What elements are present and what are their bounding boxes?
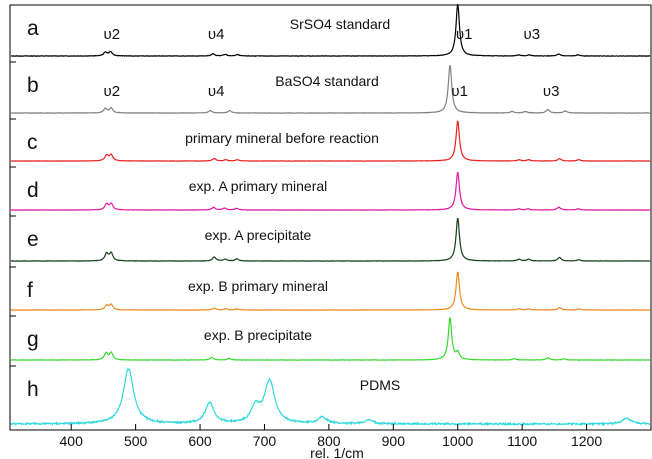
panel-letter-a: a [27, 17, 39, 40]
x-tick-label-500: 500 [124, 433, 148, 449]
spectra-panels: a SrSO4 standard υ2 υ4 υ1 υ3 b BaSO4 standard υ2… [10, 3, 651, 427]
plot-frame [9, 4, 652, 431]
x-tick-label-1100: 1100 [507, 433, 537, 449]
peak-label-b-3: υ3 [543, 83, 560, 100]
spectrum-line-a [10, 3, 651, 57]
series-name-e: exp. A precipitate [205, 227, 312, 243]
spectrum-panel-h: h PDMS [10, 365, 651, 427]
x-tick-label-700: 700 [253, 433, 277, 449]
spectrum-line-e [10, 217, 651, 262]
peak-label-a-2: υ1 [456, 26, 473, 43]
x-tick-label-600: 600 [188, 433, 212, 449]
spectrum-line-b [10, 64, 651, 114]
spectrum-line-f [10, 271, 651, 311]
panel-letter-c: c [27, 131, 38, 154]
spectrum-line-h [10, 367, 651, 427]
spectrum-panel-c: c primary mineral before reaction [10, 118, 651, 162]
plot-area [9, 4, 652, 431]
x-tick-label-1200: 1200 [571, 433, 602, 449]
peak-label-b-1: υ4 [208, 83, 225, 100]
x-tick-label-900: 900 [382, 433, 406, 449]
series-name-a: SrSO4 standard [290, 16, 390, 32]
spectrum-panel-f: f exp. B primary mineral [10, 266, 651, 311]
series-name-g: exp. B precipitate [204, 327, 312, 343]
spectrum-panel-a: a SrSO4 standard υ2 υ4 υ1 υ3 [10, 3, 651, 57]
series-name-b: BaSO4 standard [275, 73, 379, 89]
panel-letter-g: g [27, 328, 39, 351]
spectrum-line-c [10, 120, 651, 162]
x-axis-label: rel. 1/cm [310, 445, 364, 459]
peak-label-b-2: υ1 [451, 83, 468, 100]
x-tick-label-400: 400 [60, 433, 84, 449]
panel-letter-b: b [27, 74, 39, 97]
series-name-h: PDMS [360, 377, 400, 393]
peak-label-a-3: υ3 [524, 26, 541, 43]
spectrum-panel-e: e exp. A precipitate [10, 215, 651, 262]
panel-letter-d: d [27, 179, 39, 202]
peak-label-a-0: υ2 [104, 26, 121, 43]
panel-letter-h: h [27, 378, 39, 401]
series-name-d: exp. A primary mineral [189, 178, 328, 194]
spectrum-line-g [10, 317, 651, 361]
peak-label-b-0: υ2 [104, 83, 121, 100]
series-name-f: exp. B primary mineral [188, 278, 328, 294]
spectrum-line-d [10, 171, 651, 211]
x-tick-label-800: 800 [317, 433, 341, 449]
series-name-c: primary mineral before reaction [185, 130, 379, 146]
spectrum-panel-b: b BaSO4 standard υ2 υ4 υ1 υ3 [10, 61, 651, 114]
x-axis: 400 500 600 700 800 900 1000 1100 1200 [60, 424, 602, 449]
panel-letter-e: e [27, 228, 39, 251]
panel-letter-f: f [27, 279, 33, 302]
peak-label-a-1: υ4 [208, 26, 225, 43]
x-tick-label-1000: 1000 [442, 433, 473, 449]
spectrum-panel-d: d exp. A primary mineral [10, 166, 651, 211]
spectrum-panel-g: g exp. B precipitate [10, 315, 651, 361]
